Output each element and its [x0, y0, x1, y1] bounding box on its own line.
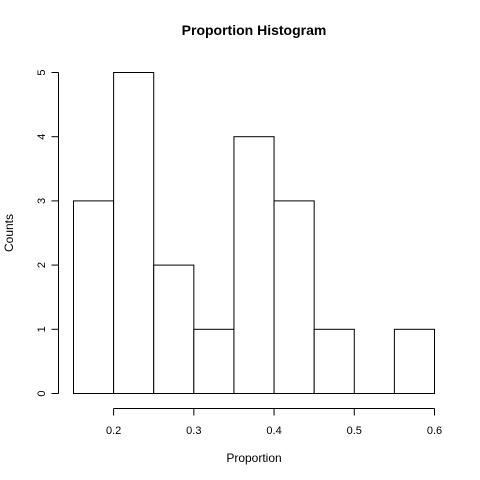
histogram-bar-0 — [73, 200, 115, 394]
y-tick-label-2: 2 — [36, 262, 48, 268]
histogram-bar-4 — [233, 136, 275, 394]
x-axis-title: Proportion — [226, 451, 281, 465]
histogram-bar-5 — [273, 200, 315, 394]
x-tick-label-2: 0.4 — [266, 425, 281, 437]
histogram-bar-1 — [113, 72, 155, 394]
x-axis: 0.2 0.3 0.4 0.5 0.6 — [106, 408, 442, 437]
y-axis: 0 1 2 3 4 5 — [36, 69, 59, 397]
y-tick-label-4: 4 — [36, 134, 48, 140]
x-tick-label-4: 0.6 — [427, 425, 442, 437]
x-tick-label-0: 0.2 — [106, 425, 121, 437]
histogram-bar-3 — [193, 328, 235, 394]
y-axis-title: Counts — [2, 214, 16, 252]
y-tick-label-1: 1 — [36, 326, 48, 332]
bars-group — [73, 72, 435, 394]
y-tick-label-5: 5 — [36, 69, 48, 75]
histogram-bar-2 — [153, 264, 195, 394]
y-tick-label-3: 3 — [36, 198, 48, 204]
chart-title: Proportion Histogram — [182, 22, 327, 38]
y-tick-label-0: 0 — [36, 390, 48, 396]
x-tick-label-3: 0.5 — [347, 425, 362, 437]
histogram-bar-8 — [393, 328, 435, 394]
histogram-bar-6 — [313, 328, 355, 394]
x-tick-label-1: 0.3 — [186, 425, 201, 437]
